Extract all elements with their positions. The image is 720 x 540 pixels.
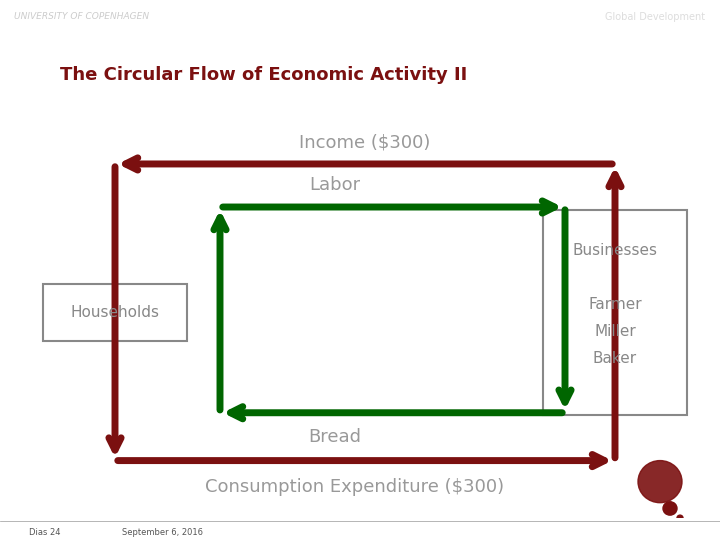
Text: Households: Households <box>71 305 160 320</box>
Circle shape <box>677 515 683 521</box>
Text: Businesses: Businesses <box>572 242 657 258</box>
Text: UNIVERSITY OF COPENHAGEN: UNIVERSITY OF COPENHAGEN <box>14 12 150 21</box>
FancyBboxPatch shape <box>543 210 687 415</box>
Circle shape <box>663 502 677 515</box>
FancyBboxPatch shape <box>43 284 187 341</box>
Circle shape <box>638 461 682 503</box>
Text: Dias 24: Dias 24 <box>29 528 60 537</box>
Text: September 6, 2016: September 6, 2016 <box>122 528 204 537</box>
Text: Global Development: Global Development <box>606 11 706 22</box>
Text: Farmer
Miller
Baker: Farmer Miller Baker <box>588 297 642 366</box>
Text: Consumption Expenditure ($300): Consumption Expenditure ($300) <box>205 478 505 496</box>
Text: The Circular Flow of Economic Activity II: The Circular Flow of Economic Activity I… <box>60 66 467 84</box>
Text: Income ($300): Income ($300) <box>300 134 431 152</box>
Text: Bread: Bread <box>308 428 361 445</box>
Text: Labor: Labor <box>310 177 361 194</box>
